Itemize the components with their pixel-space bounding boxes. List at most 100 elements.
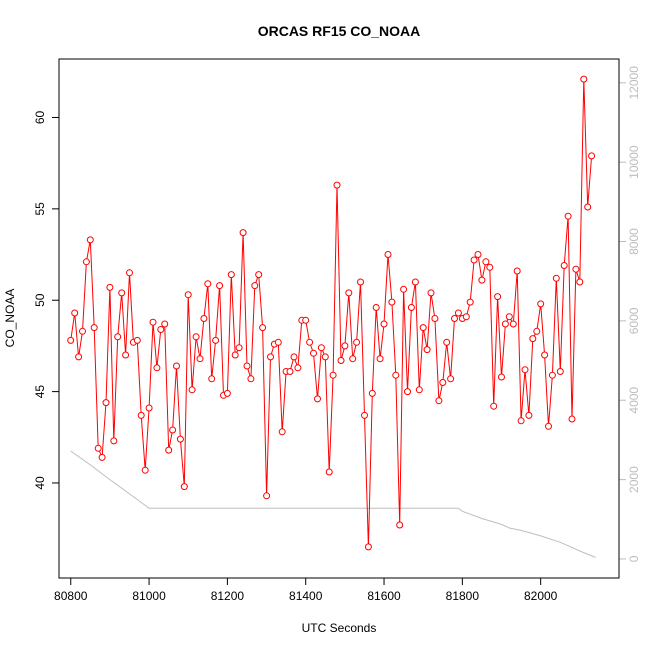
y-axis-label: CO_NOAA <box>3 289 17 348</box>
data-point <box>145 404 153 412</box>
data-point <box>556 368 564 375</box>
data-point <box>454 309 462 317</box>
data-point <box>376 355 384 363</box>
plot-frame <box>58 58 620 579</box>
x-tick-label: 82000 <box>524 589 558 603</box>
data-point <box>513 267 521 275</box>
data-point <box>498 373 505 381</box>
y-tick-label: 60 <box>33 110 47 124</box>
x-tick-label: 81000 <box>132 589 166 603</box>
data-point <box>133 336 141 344</box>
data-point <box>102 399 110 407</box>
x-tick-label: 81800 <box>446 589 480 603</box>
data-point <box>333 181 341 189</box>
data-point <box>415 386 423 394</box>
data-point <box>427 289 435 297</box>
x-tick-label: 81200 <box>211 589 245 603</box>
x-axis-label: UTC Seconds <box>302 621 377 635</box>
data-point <box>341 342 349 350</box>
data-point <box>126 269 133 277</box>
data-point <box>357 278 364 286</box>
data-point <box>392 371 400 379</box>
data-point <box>439 379 447 386</box>
data-point <box>239 229 247 237</box>
data-point <box>94 444 102 452</box>
data-point <box>86 236 94 244</box>
y2-tick-label: 8000 <box>627 228 641 255</box>
data-point <box>169 426 177 434</box>
data-point <box>302 316 310 324</box>
data-point <box>200 315 208 322</box>
data-point <box>572 265 580 273</box>
data-point <box>361 411 368 419</box>
y2-tick-label: 0 <box>627 555 641 562</box>
data-point <box>290 353 298 361</box>
left-axis: 40 45 50 55 60 <box>33 110 60 490</box>
altitude-line <box>70 450 596 558</box>
data-point <box>82 258 90 266</box>
data-point <box>509 320 517 328</box>
data-point <box>149 318 157 326</box>
data-point <box>180 483 188 491</box>
data-point <box>196 355 204 363</box>
data-point <box>443 338 451 346</box>
data-point <box>235 344 243 352</box>
data-point <box>204 280 212 288</box>
data-point <box>263 492 271 500</box>
data-point <box>404 388 411 396</box>
data-point <box>431 315 439 322</box>
data-point <box>545 422 552 430</box>
data-point <box>165 446 173 454</box>
data-point <box>478 276 486 284</box>
data-point <box>157 326 165 333</box>
y-tick-label: 45 <box>33 385 47 399</box>
data-point <box>141 466 149 474</box>
data-point <box>396 521 404 529</box>
data-point <box>325 468 333 476</box>
data-point <box>353 338 361 346</box>
x-axis: 80800 81000 81200 81400 81600 81800 82000 <box>54 577 558 603</box>
data-point <box>560 262 568 269</box>
data-point <box>568 415 576 423</box>
data-point <box>384 251 392 258</box>
data-point <box>188 386 196 394</box>
data-point <box>345 289 353 297</box>
data-point <box>98 453 106 461</box>
data-point <box>231 351 239 359</box>
data-point <box>537 300 545 308</box>
data-point <box>251 282 259 290</box>
data-point <box>486 263 494 271</box>
co-series-line <box>70 79 593 547</box>
data-point <box>462 313 470 321</box>
x-tick-label: 81600 <box>367 589 401 603</box>
y2-tick-label: 6000 <box>627 307 641 334</box>
data-point <box>584 203 592 211</box>
data-point <box>274 338 282 346</box>
data-point <box>580 75 588 83</box>
data-point <box>364 543 372 551</box>
data-point <box>525 411 533 419</box>
data-point <box>310 349 317 357</box>
data-point <box>90 324 98 332</box>
data-point <box>337 357 345 364</box>
data-point <box>407 304 415 311</box>
data-point <box>474 251 482 258</box>
data-point <box>75 353 83 361</box>
data-point <box>173 362 180 370</box>
data-point <box>564 212 572 220</box>
data-point <box>192 333 200 341</box>
data-point <box>482 258 490 266</box>
data-point <box>521 366 529 374</box>
data-point <box>447 375 455 383</box>
data-point <box>216 282 224 290</box>
data-point <box>267 353 274 361</box>
data-point <box>490 402 498 410</box>
y2-tick-label: 2000 <box>627 466 641 493</box>
data-point <box>388 298 396 306</box>
data-point <box>400 285 408 293</box>
plot-area <box>67 75 596 558</box>
data-point <box>505 313 513 321</box>
data-point <box>223 389 231 397</box>
data-point <box>71 309 79 317</box>
data-point <box>368 389 376 397</box>
